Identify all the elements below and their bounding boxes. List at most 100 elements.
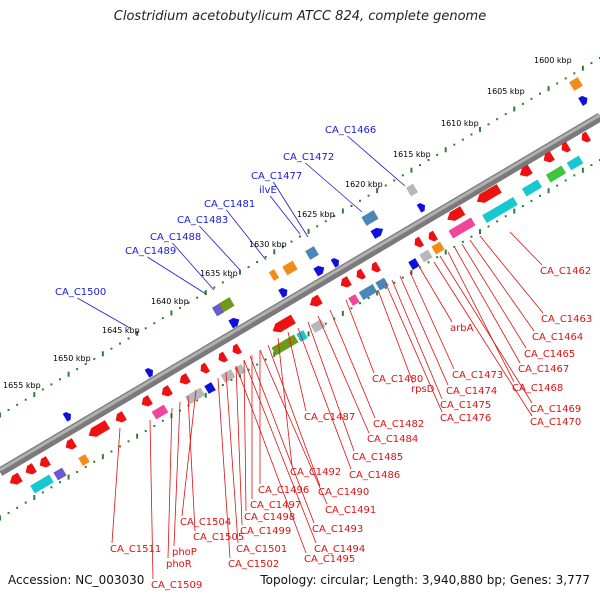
inner-tick-dot xyxy=(453,245,456,248)
inner-tick-dot xyxy=(76,470,79,473)
reverse-gene-label: CA_C1502 xyxy=(228,559,279,570)
inner-tick-dot xyxy=(0,515,1,521)
reverse-leader-line xyxy=(217,377,231,559)
outer-tick-dot xyxy=(324,220,327,223)
gene-feature-box-shape xyxy=(419,249,433,263)
forward-gene xyxy=(200,362,210,374)
reverse-gene xyxy=(416,202,426,213)
outer-tick-dot xyxy=(50,383,53,386)
inner-tick-dot xyxy=(590,164,593,167)
forward-gene-shape xyxy=(65,438,77,450)
outer-tick-dot xyxy=(110,347,113,350)
reverse-gene-label: CA_C1467 xyxy=(518,364,569,375)
reverse-gene-label: CA_C1504 xyxy=(180,517,231,528)
forward-leader-line xyxy=(273,181,309,238)
outer-tick-dot xyxy=(213,286,216,289)
outer-tick-dot xyxy=(7,408,10,411)
outer-tick-dot xyxy=(401,174,404,177)
forward-leader-line xyxy=(172,242,215,291)
forward-gene-shape xyxy=(543,151,555,163)
reverse-gene-label: CA_C1496 xyxy=(258,485,309,496)
reverse-gene-label: CA_C1484 xyxy=(367,434,418,445)
outer-tick-dot xyxy=(170,310,173,316)
reverse-gene-label: CA_C1509 xyxy=(151,580,202,591)
gene-feature-box xyxy=(271,334,299,356)
reverse-leader-line xyxy=(225,371,239,544)
gene-feature-box xyxy=(296,330,308,342)
outer-tick-dot xyxy=(256,261,259,263)
gene-feature-box-shape xyxy=(151,404,169,420)
gene-feature-box xyxy=(53,467,67,481)
forward-gene-label: CA_C1477 xyxy=(251,171,302,182)
forward-gene-shape xyxy=(218,351,228,363)
forward-leader-line xyxy=(77,297,131,329)
scale-label: 1655 kbp xyxy=(3,381,41,390)
reverse-gene-label: CA_C1490 xyxy=(318,487,369,498)
reverse-leader-line xyxy=(469,239,535,332)
forward-gene-label: CA_C1483 xyxy=(177,215,228,226)
reverse-leader-line xyxy=(297,327,352,470)
forward-gene xyxy=(218,351,228,363)
outer-tick-dot xyxy=(453,143,456,146)
gene-feature-box-shape xyxy=(305,246,319,260)
outer-tick-dot xyxy=(496,118,499,121)
outer-tick-dot xyxy=(16,403,19,406)
reverse-gene-label: CA_C1476 xyxy=(440,413,491,424)
forward-gene xyxy=(447,206,466,221)
forward-gene-shape xyxy=(25,463,37,475)
forward-gene-label: ilvE xyxy=(259,185,277,196)
reverse-gene xyxy=(62,411,72,422)
forward-gene-label: CA_C1488 xyxy=(150,232,201,243)
gene-feature-box-shape xyxy=(431,241,445,255)
gene-feature-box xyxy=(521,179,543,197)
forward-gene xyxy=(309,294,323,307)
inner-tick-dot xyxy=(547,188,550,194)
forward-gene xyxy=(428,230,438,242)
outer-tick-dot xyxy=(299,235,301,238)
reverse-gene-shape xyxy=(62,411,72,422)
forward-gene xyxy=(141,395,153,407)
inner-tick-dot xyxy=(521,205,524,208)
outer-tick-dot xyxy=(564,77,567,80)
outer-tick-dot xyxy=(153,322,156,325)
forward-gene xyxy=(371,261,381,273)
inner-tick-dot xyxy=(24,501,27,504)
outer-tick-dot xyxy=(444,147,447,153)
gene-feature-box xyxy=(282,260,298,276)
outer-tick-dot xyxy=(239,269,241,275)
gene-feature-box xyxy=(78,454,90,466)
inner-tick-dot xyxy=(127,440,130,443)
gene-feature-box-shape xyxy=(358,284,378,300)
gene-feature-box xyxy=(310,319,326,333)
reverse-gene-label: CA_C1465 xyxy=(524,349,575,360)
forward-gene-shape xyxy=(428,230,438,242)
inner-tick-dot xyxy=(384,286,387,289)
forward-gene xyxy=(340,276,352,288)
outer-tick-dot xyxy=(76,368,79,371)
outer-tick-dot xyxy=(230,276,233,279)
gene-feature-box-shape xyxy=(282,260,298,276)
outer-tick-dot xyxy=(316,225,319,228)
reverse-leader-line xyxy=(345,299,375,374)
gene-feature-box-shape xyxy=(408,258,420,270)
reverse-gene-label: CA_C1486 xyxy=(349,470,400,481)
reverse-leader-line xyxy=(377,289,414,384)
scale-label: 1630 kbp xyxy=(249,240,287,249)
forward-gene xyxy=(232,343,242,355)
forward-gene xyxy=(161,385,173,397)
reverse-leader-line xyxy=(235,365,307,554)
forward-gene xyxy=(9,472,23,485)
reverse-leader-line xyxy=(111,427,121,544)
inner-tick-dot xyxy=(564,179,567,182)
gene-feature-box-shape xyxy=(566,155,584,171)
reverse-gene-label: CA_C1462 xyxy=(540,266,591,277)
scale-label: 1650 kbp xyxy=(53,354,91,363)
reverse-leader-line xyxy=(267,344,321,487)
reverse-gene-label: CA_C1505 xyxy=(193,532,244,543)
reverse-leader-line xyxy=(509,231,543,266)
outer-tick-dot xyxy=(393,179,396,182)
reverse-gene-label: CA_C1487 xyxy=(304,412,355,423)
backbone-layer xyxy=(0,113,600,476)
reverse-gene xyxy=(228,317,240,329)
outer-tick-dot xyxy=(144,327,147,330)
